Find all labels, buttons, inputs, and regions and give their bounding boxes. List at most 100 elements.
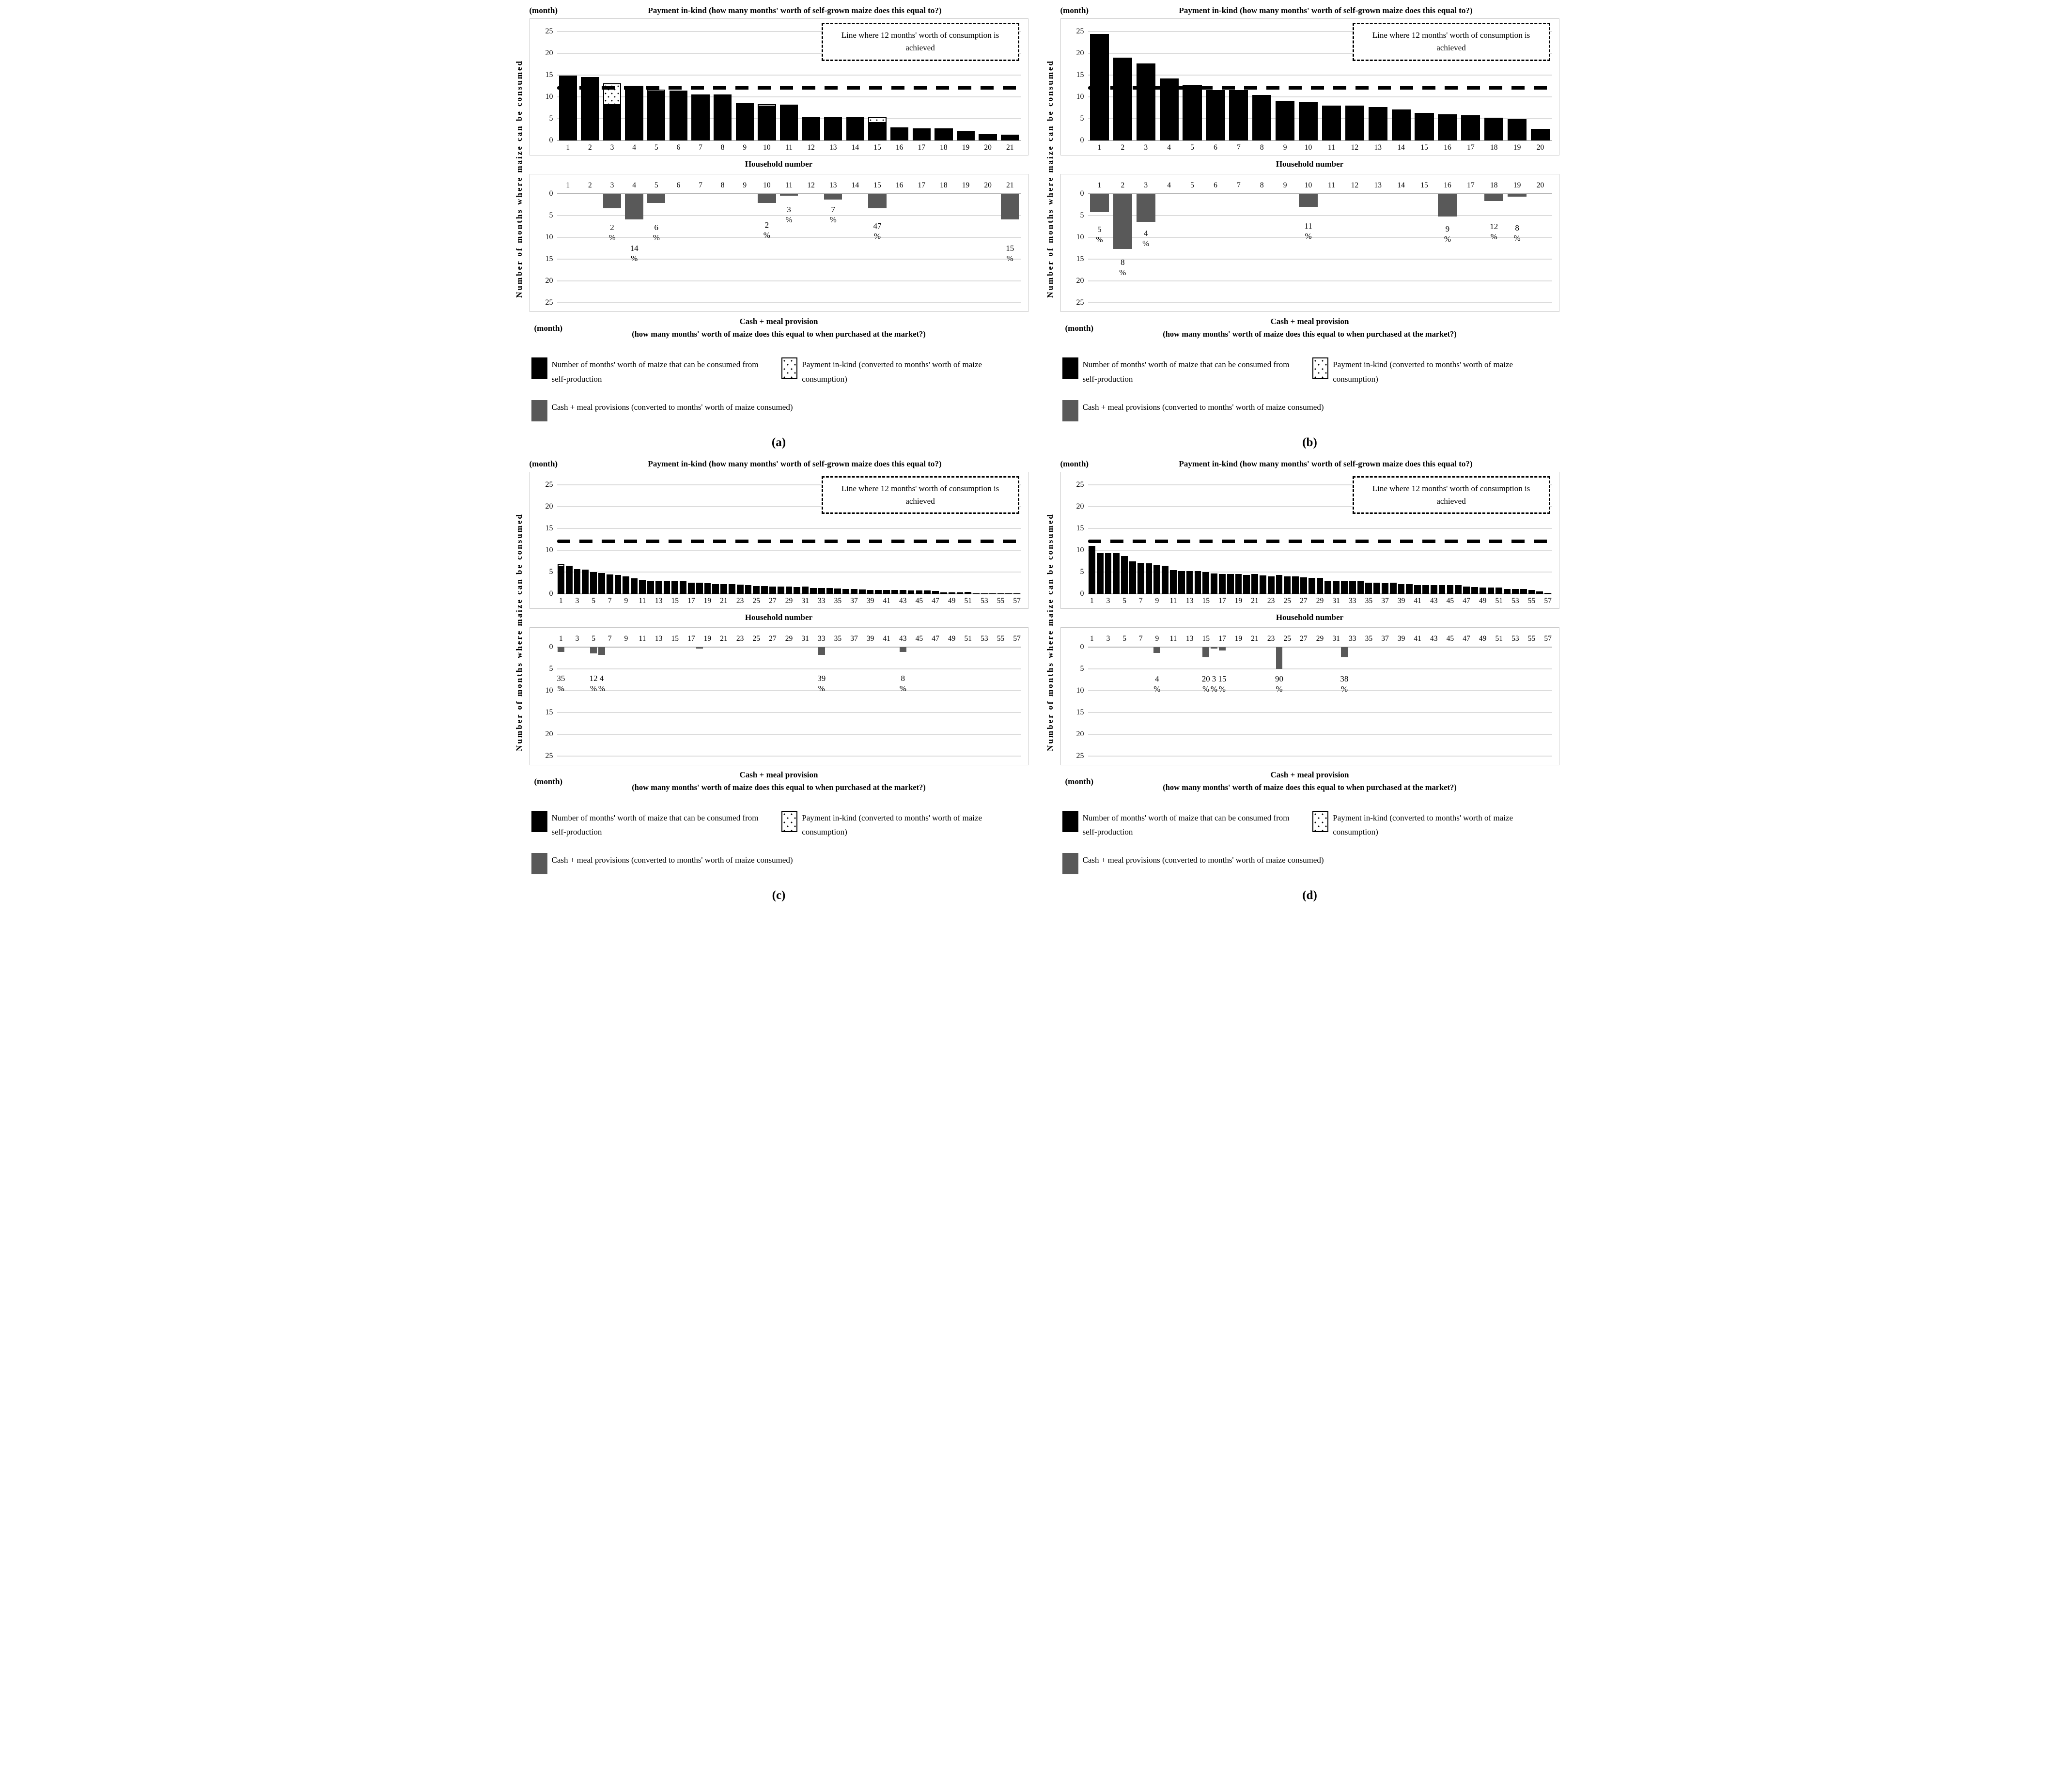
- x-tick-label: 21: [1251, 634, 1259, 643]
- x-tick-label: 21: [1251, 596, 1259, 605]
- x-tick-label: 45: [1446, 634, 1454, 643]
- panel-letter: (b): [1302, 435, 1317, 449]
- x-tick-label: 13: [1374, 143, 1382, 152]
- legend-item-self-production: Number of months' worth of maize that ca…: [1062, 357, 1305, 387]
- x-tick-label: 7: [608, 596, 612, 605]
- x-tick-label: 1: [1090, 596, 1094, 605]
- top-chart-title: Payment in-kind (how many months' worth …: [1179, 6, 1473, 15]
- x-tick-label: 5: [1190, 181, 1194, 189]
- x-tick-label: 3: [1106, 596, 1110, 605]
- top-plot: Line where 12 months' worth of consumpti…: [545, 476, 1021, 597]
- y-tick-label: 0: [1080, 136, 1084, 144]
- bar-self-production: [736, 584, 744, 594]
- x-tick-label: 15: [1202, 596, 1210, 605]
- payment-in-kind-chart: Line where 12 months' worth of consumpti…: [1060, 471, 1559, 609]
- x-tick-label: 33: [1348, 596, 1356, 605]
- x-tick-label: 55: [1527, 596, 1536, 605]
- x-tick-label: 20: [1536, 143, 1544, 152]
- bar-self-production: [1349, 581, 1356, 594]
- bar-self-production: [1206, 90, 1225, 140]
- y-tick-label: 15: [545, 71, 553, 79]
- x-tick-label: 7: [1138, 634, 1143, 643]
- x-tick-label: 25: [752, 596, 761, 605]
- x-tick-label: 11: [639, 634, 646, 643]
- x-tick-label: 18: [940, 143, 948, 152]
- bar-cash-meal-provision: [818, 647, 825, 655]
- bar-self-production: [1479, 587, 1486, 594]
- x-tick-label: 57: [1013, 634, 1021, 643]
- bar-cash-meal-provision: [1090, 194, 1109, 212]
- month-unit-label: (month): [534, 776, 563, 786]
- y-tick-label: 20: [545, 729, 553, 738]
- bar-cash-meal-provision: [603, 194, 622, 208]
- bar-self-production: [935, 128, 953, 140]
- y-tick-label: 15: [1076, 524, 1084, 532]
- bar-self-production: [891, 590, 898, 594]
- x-tick-label: 41: [883, 596, 890, 605]
- bar-cash-meal-provision: [647, 194, 666, 203]
- gridline: [1088, 733, 1552, 735]
- y-tick-label: 15: [1076, 255, 1084, 263]
- bar-self-production: [1484, 118, 1504, 140]
- y-tick-label: 0: [1080, 642, 1084, 651]
- bar-self-production: [981, 593, 988, 594]
- bar-self-production: [1013, 593, 1020, 594]
- legend-row: Cash + meal provisions (converted to mon…: [531, 400, 1027, 421]
- legend-label: Number of months' worth of maize that ca…: [1082, 813, 1290, 837]
- y-tick-label: 25: [1076, 751, 1084, 760]
- top-chart-header: (month) Payment in-kind (how many months…: [530, 459, 1028, 469]
- panel-main: (month) Payment in-kind (how many months…: [529, 6, 1028, 449]
- y-tick-label: 0: [549, 189, 553, 198]
- payment-in-kind-chart: Line where 12 months' worth of consumpti…: [529, 18, 1028, 155]
- gridline: [1088, 712, 1552, 713]
- bar-cash-meal-provision: [590, 647, 597, 653]
- black-bar-swatch: [531, 357, 547, 379]
- x-tick-label: 5: [592, 634, 595, 643]
- bar-self-production: [671, 581, 679, 594]
- percent-label: 8%: [1513, 223, 1521, 243]
- gridline: [557, 593, 1021, 594]
- x-tick-label: 17: [687, 634, 695, 643]
- bar-self-production: [625, 85, 643, 140]
- x-tick-label: 15: [1420, 143, 1428, 152]
- x-tick-label: 9: [624, 596, 628, 605]
- x-tick-label: 9: [1155, 634, 1159, 643]
- bar-self-production: [669, 91, 688, 140]
- bar-self-production: [1528, 590, 1535, 594]
- bar-cash-meal-provision: [1298, 194, 1318, 207]
- bar-self-production: [1089, 545, 1095, 594]
- gridline: [1088, 259, 1552, 260]
- bar-self-production: [558, 566, 564, 594]
- x-tick-label: 1: [1090, 634, 1094, 643]
- legend-label: Payment in-kind (converted to months' wo…: [802, 360, 982, 384]
- bar-cash-meal-provision: [1218, 647, 1226, 650]
- percent-label: 12%: [1490, 221, 1498, 241]
- x-tick-label: 25: [1283, 634, 1292, 643]
- x-tick-label: 35: [1365, 596, 1373, 605]
- x-tick-label: 45: [915, 634, 923, 643]
- x-axis-title: Household number: [1276, 612, 1344, 622]
- percent-label: 4%: [598, 674, 606, 694]
- x-tick-label: 43: [899, 634, 907, 643]
- bottom-chart-header: (month) Cash + meal provision (how many …: [530, 317, 1028, 345]
- x-tick-label: 35: [1365, 634, 1373, 643]
- y-tick-label: 25: [1076, 298, 1084, 307]
- legend-item-payment-in-kind: Payment in-kind (converted to months' wo…: [1312, 810, 1557, 840]
- x-tick-label: 9: [1283, 181, 1287, 189]
- bottom-plot: 0 5 10 15 20 25 4% 20% 3% 15% 90% 38%: [1076, 643, 1552, 759]
- x-tick-label: 37: [1381, 634, 1389, 643]
- bar-self-production: [647, 580, 654, 594]
- top-chart-title: Payment in-kind (how many months' worth …: [648, 6, 942, 15]
- gridline: [557, 140, 1021, 141]
- bar-self-production: [680, 581, 686, 594]
- y-tick-label: 15: [545, 255, 553, 263]
- y-tick-label: 5: [1080, 664, 1084, 673]
- bottom-chart-title: Cash + meal provision: [1270, 317, 1349, 326]
- legend-item-cash-meal: Cash + meal provisions (converted to mon…: [1062, 853, 1558, 874]
- bar-self-production: [1251, 574, 1258, 594]
- bar-self-production: [965, 591, 972, 594]
- x-tick-label: 11: [1327, 181, 1335, 189]
- x-tick-label: 18: [1490, 143, 1498, 152]
- gridline: [557, 646, 1021, 648]
- x-tick-label: 5: [1122, 634, 1126, 643]
